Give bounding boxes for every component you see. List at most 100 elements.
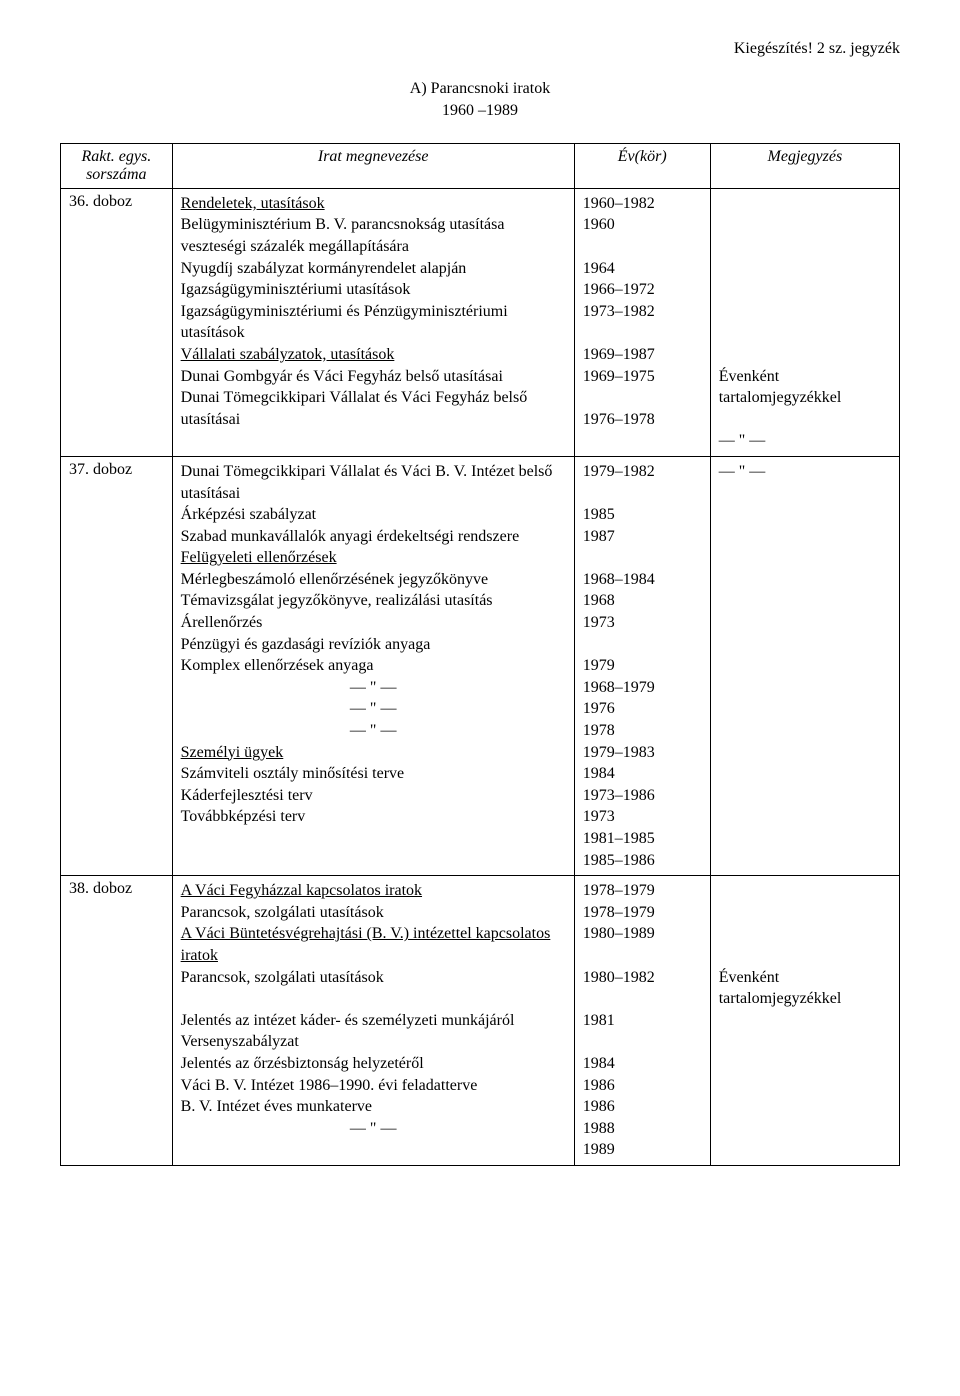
desc-line: Igazságügyminisztériumi és Pénzügyminisz… — [181, 301, 566, 344]
note-line — [719, 322, 891, 344]
desc-line: Parancsok, szolgálati utasítások — [181, 902, 566, 924]
note-line — [719, 236, 891, 258]
desc-line: A Váci Büntetésvégrehajtási (B. V.) inté… — [181, 923, 566, 966]
year-line: 1969–1975 — [583, 366, 702, 388]
desc-line: A Váci Fegyházzal kapcsolatos iratok — [181, 880, 566, 902]
year-line: 1976–1978 — [583, 409, 702, 431]
desc-line: B. V. Intézet éves munkaterve — [181, 1096, 566, 1118]
year-line: 1979 — [583, 655, 702, 677]
year-line: 1988 — [583, 1118, 702, 1140]
note-line — [719, 258, 891, 280]
desc-line: Versenyszabályzat — [181, 1031, 566, 1053]
year-line: 1980–1982 — [583, 967, 702, 989]
note-cell: — " — — [710, 456, 899, 875]
year-line: 1985 — [583, 504, 702, 526]
year-line: 1989 — [583, 1139, 702, 1161]
desc-line: — " — — [181, 720, 566, 742]
year-line: 1981–1985 — [583, 828, 702, 850]
year-line: 1969–1987 — [583, 344, 702, 366]
desc-line: Árellenőrzés — [181, 612, 566, 634]
unit-cell: 38. doboz — [61, 876, 173, 1166]
table-header-row: Rakt. egys. sorszáma Irat megnevezése Év… — [61, 143, 900, 188]
note-line — [719, 902, 891, 924]
desc-line: — " — — [181, 1118, 566, 1140]
year-line: 1978–1979 — [583, 880, 702, 902]
desc-cell: A Váci Fegyházzal kapcsolatos iratokPara… — [172, 876, 574, 1166]
year-line: 1968–1984 — [583, 569, 702, 591]
note-line: Évenként tartalomjegyzékkel — [719, 366, 891, 409]
header-note: Megjegyzés — [710, 143, 899, 188]
desc-line: Vállalati szabályzatok, utasítások — [181, 344, 566, 366]
desc-line: Felügyeleti ellenőrzések — [181, 547, 566, 569]
desc-line: Komplex ellenőrzések anyaga — [181, 655, 566, 677]
desc-line: Nyugdíj szabályzat kormányrendelet alapj… — [181, 258, 566, 280]
section-line-1: A) Parancsnoki iratok — [60, 78, 900, 100]
note-line — [719, 409, 891, 431]
inventory-table: Rakt. egys. sorszáma Irat megnevezése Év… — [60, 143, 900, 1166]
year-line: 1979–1982 — [583, 461, 702, 483]
desc-line: Rendeletek, utasítások — [181, 193, 566, 215]
note-line — [719, 344, 891, 366]
desc-line: Személyi ügyek — [181, 742, 566, 764]
note-line — [719, 279, 891, 301]
year-line: 1973–1986 — [583, 785, 702, 807]
year-line: 1973–1982 — [583, 301, 702, 323]
year-line: 1968 — [583, 590, 702, 612]
year-line: 1981 — [583, 1010, 702, 1032]
year-line: 1984 — [583, 1053, 702, 1075]
year-line: 1987 — [583, 526, 702, 548]
year-line — [583, 387, 702, 409]
desc-line: — " — — [181, 698, 566, 720]
year-line: 1985–1986 — [583, 850, 702, 872]
note-line — [719, 301, 891, 323]
table-row: 36. dobozRendeletek, utasításokBelügymin… — [61, 188, 900, 456]
year-line — [583, 988, 702, 1010]
year-cell: 1960–19821960 19641966–19721973–1982 196… — [574, 188, 710, 456]
desc-line: Számviteli osztály minősítési terve — [181, 763, 566, 785]
note-line: — " — — [719, 461, 891, 483]
year-line: 1966–1972 — [583, 279, 702, 301]
table-row: 38. dobozA Váci Fegyházzal kapcsolatos i… — [61, 876, 900, 1166]
desc-line: Pénzügyi és gazdasági revíziók anyaga — [181, 634, 566, 656]
header-unit: Rakt. egys. sorszáma — [61, 143, 173, 188]
desc-line: Árképzési szabályzat — [181, 504, 566, 526]
year-line — [583, 236, 702, 258]
desc-line: Káderfejlesztési terv — [181, 785, 566, 807]
table-row: 37. dobozDunai Tömegcikkipari Vállalat é… — [61, 456, 900, 875]
year-line: 1964 — [583, 258, 702, 280]
year-line: 1976 — [583, 698, 702, 720]
note-line — [719, 923, 891, 945]
year-line — [583, 483, 702, 505]
desc-line: Igazságügyminisztériumi utasítások — [181, 279, 566, 301]
header-year: Év(kör) — [574, 143, 710, 188]
year-cell: 1979–1982 19851987 1968–198419681973 197… — [574, 456, 710, 875]
desc-line: Belügyminisztérium B. V. parancsnokság u… — [181, 214, 566, 257]
note-line: Évenként tartalomjegyzékkel — [719, 967, 891, 1010]
desc-line: Dunai Gombgyár és Váci Fegyház belső uta… — [181, 366, 566, 388]
year-line: 1960 — [583, 214, 702, 236]
supplement-note: Kiegészítés! 2 sz. jegyzék — [60, 40, 900, 58]
desc-line: Mérlegbeszámoló ellenőrzésének jegyzőkön… — [181, 569, 566, 591]
year-line: 1973 — [583, 612, 702, 634]
year-line: 1986 — [583, 1096, 702, 1118]
note-line — [719, 193, 891, 215]
year-line: 1980–1989 — [583, 923, 702, 945]
desc-cell: Rendeletek, utasításokBelügyminisztérium… — [172, 188, 574, 456]
year-line — [583, 945, 702, 967]
note-line — [719, 945, 891, 967]
year-line: 1979–1983 — [583, 742, 702, 764]
year-line — [583, 1031, 702, 1053]
desc-line — [181, 988, 566, 1010]
section-title: A) Parancsnoki iratok 1960 –1989 — [60, 78, 900, 123]
desc-cell: Dunai Tömegcikkipari Vállalat és Váci B.… — [172, 456, 574, 875]
note-cell: Évenként tartalomjegyzékkel — [710, 876, 899, 1166]
desc-line: Dunai Tömegcikkipari Vállalat és Váci B.… — [181, 461, 566, 504]
note-line — [719, 880, 891, 902]
year-line: 1986 — [583, 1075, 702, 1097]
desc-line: — " — — [181, 677, 566, 699]
desc-line: Jelentés az intézet káder- és személyzet… — [181, 1010, 566, 1032]
note-cell: Évenként tartalomjegyzékkel — " — — [710, 188, 899, 456]
year-line — [583, 322, 702, 344]
desc-line: Parancsok, szolgálati utasítások — [181, 967, 566, 989]
desc-line: Szabad munkavállalók anyagi érdekeltségi… — [181, 526, 566, 548]
